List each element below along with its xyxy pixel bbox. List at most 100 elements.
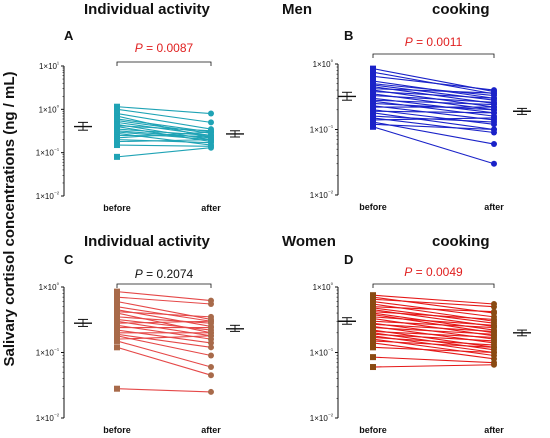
title-bottom-cooking: cooking xyxy=(432,233,490,250)
significance-bracket xyxy=(372,53,495,58)
pair-line xyxy=(372,94,495,103)
pair-line xyxy=(116,120,212,134)
pair-line xyxy=(372,330,495,338)
after-point xyxy=(491,316,497,323)
pair-line xyxy=(372,306,495,313)
y-tick-label: 1×10⁻² xyxy=(36,192,59,201)
pair-line xyxy=(372,294,495,305)
after-point xyxy=(208,364,214,371)
pair-line xyxy=(372,100,495,117)
pair-line xyxy=(116,329,212,344)
after-point xyxy=(491,126,497,133)
significance-bracket xyxy=(372,283,495,288)
after-point xyxy=(491,344,497,351)
pair-line xyxy=(116,125,212,132)
x-tick-label-after: after xyxy=(484,202,504,212)
before-point xyxy=(114,138,120,145)
pair-line xyxy=(372,105,495,121)
pair-line xyxy=(372,316,495,326)
y-tick-label: 1×10⁻² xyxy=(310,191,333,200)
before-point xyxy=(114,385,120,392)
pair-line xyxy=(372,99,495,106)
pair-line xyxy=(116,139,212,143)
after-point xyxy=(208,324,214,331)
panel-a: A 1×10⁻² 1×10⁻¹ 1×10⁰ 1×10¹ before after P = 0.… xyxy=(36,28,244,213)
after-point xyxy=(491,361,497,368)
pair-line xyxy=(116,335,212,340)
before-point xyxy=(114,288,120,295)
before-point xyxy=(370,109,376,116)
pair-line xyxy=(372,90,495,99)
x-tick-label-before: before xyxy=(359,425,387,435)
y-tick-label: 1×10¹ xyxy=(39,62,59,71)
pair-line xyxy=(372,342,495,360)
pair-line xyxy=(116,147,212,158)
after-point xyxy=(208,119,214,126)
after-point xyxy=(491,303,497,310)
title-top-cooking: cooking xyxy=(432,1,490,18)
before-point xyxy=(370,354,376,361)
after-point xyxy=(491,349,497,356)
pair-line xyxy=(116,291,212,302)
panel-c: C 1×10⁻² 1×10⁻¹ 1×10⁰ before after P = 0.2074 xyxy=(36,252,244,435)
after-point xyxy=(491,160,497,167)
pair-line xyxy=(372,333,495,342)
x-tick-label-after: after xyxy=(484,425,504,435)
pair-line xyxy=(116,112,212,130)
pair-line xyxy=(372,340,495,348)
after-point xyxy=(208,344,214,351)
after-point xyxy=(208,388,214,395)
pair-line xyxy=(116,340,212,368)
before-point xyxy=(370,73,376,80)
panel-letter: B xyxy=(344,28,353,43)
p-value-label: P = 0.0087 xyxy=(135,41,194,55)
pair-line xyxy=(116,320,212,324)
y-tick-label: 1×10⁰ xyxy=(313,59,334,69)
y-tick-label: 1×10⁻² xyxy=(310,414,333,423)
pair-line xyxy=(372,117,495,121)
pair-line xyxy=(116,333,212,348)
significance-bracket xyxy=(116,61,212,66)
pair-line xyxy=(372,320,495,329)
panel-letter: C xyxy=(64,252,74,267)
x-tick-label-before: before xyxy=(359,202,387,212)
pair-line xyxy=(372,88,495,94)
panel-letter: A xyxy=(64,28,74,43)
pair-line xyxy=(116,388,212,393)
pair-line xyxy=(116,131,212,139)
before-point xyxy=(114,337,120,344)
after-point xyxy=(208,318,214,325)
pair-line xyxy=(116,134,212,137)
before-point xyxy=(370,69,376,76)
y-tick-label: 1×10⁻² xyxy=(36,414,59,423)
panel-b: B 1×10⁻² 1×10⁻¹ 1×10⁰ before after P = 0.0011 xyxy=(310,28,531,212)
pair-line xyxy=(116,346,212,376)
pair-line xyxy=(372,364,495,368)
after-point xyxy=(208,372,214,379)
before-point xyxy=(114,106,120,113)
after-point xyxy=(491,308,497,315)
before-point xyxy=(370,344,376,351)
after-point xyxy=(208,339,214,346)
after-point xyxy=(208,313,214,320)
before-point xyxy=(114,332,120,339)
pair-line xyxy=(116,128,212,136)
after-point xyxy=(208,332,214,339)
after-point xyxy=(491,109,497,116)
title-bottom-left: Individual activity xyxy=(84,233,211,250)
after-point xyxy=(208,128,214,135)
pair-line xyxy=(372,123,495,131)
pair-line xyxy=(116,130,212,139)
before-point xyxy=(114,298,120,305)
pair-line xyxy=(116,311,212,318)
x-tick-label-before: before xyxy=(103,203,131,213)
x-tick-label-after: after xyxy=(201,425,221,435)
after-point xyxy=(208,352,214,359)
y-tick-label: 1×10⁰ xyxy=(313,282,334,292)
before-point xyxy=(114,142,120,149)
panel-d: D 1×10⁻² 1×10⁻¹ 1×10⁰ before after P = 0.0049 xyxy=(310,252,531,435)
y-tick-label: 1×10⁻¹ xyxy=(310,126,333,135)
p-value-label: P = 0.0011 xyxy=(405,35,463,49)
before-point xyxy=(114,153,120,160)
